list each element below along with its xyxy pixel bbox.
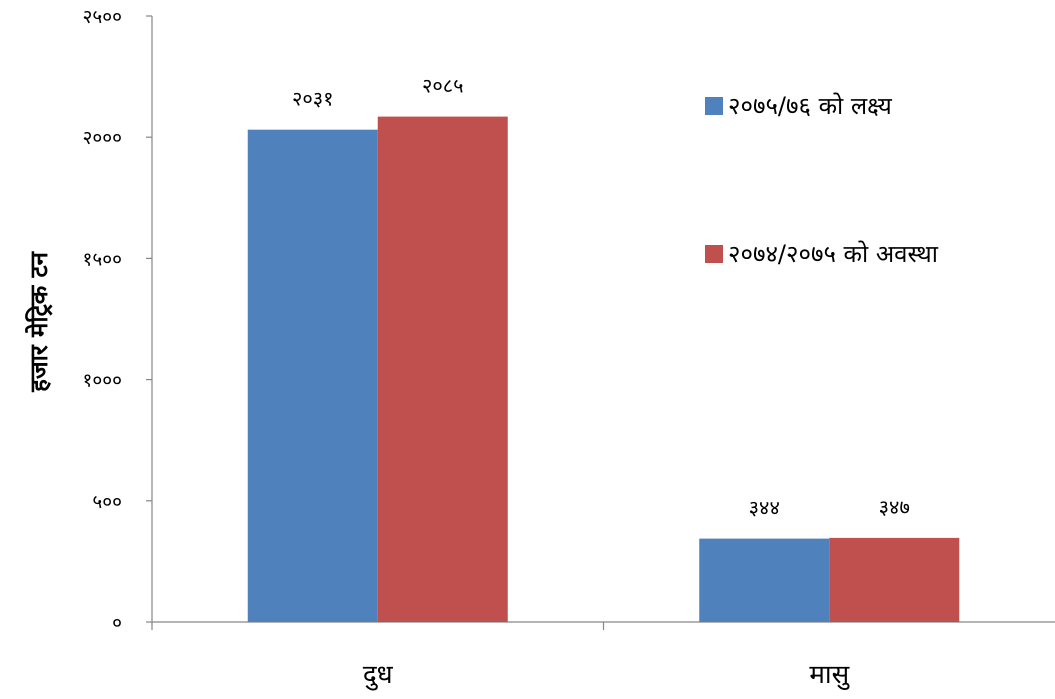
- y-tick-label: २५००: [82, 6, 122, 28]
- bar-data-label: ३४७: [879, 495, 910, 519]
- legend-entry-label: २०७४/२०७५ को अवस्था: [728, 240, 939, 268]
- legend-entry-label: २०७५/७६ को लक्ष्य: [728, 92, 893, 120]
- y-tick-label: ०: [112, 612, 122, 634]
- chart-data-labels: २०३१ २०८५ ३४४ ३४७: [292, 74, 910, 520]
- y-tick-label: ५००: [92, 491, 122, 513]
- x-category-label: मासु: [809, 660, 850, 690]
- legend-swatch: [705, 97, 723, 115]
- bar-data-label: २०८५: [422, 74, 464, 98]
- bar-0-0: [247, 129, 378, 622]
- chart-axes: ० ५०० १००० १५०० २००० २५०० दुध मासु: [82, 6, 1055, 691]
- bar-0-1: [377, 116, 508, 622]
- x-category-label: दुध: [363, 660, 394, 691]
- y-tick-label: २०००: [82, 127, 122, 149]
- bar-data-label: ३४४: [749, 496, 780, 520]
- y-tick-label: १५००: [82, 248, 122, 270]
- chart-bars: [247, 116, 960, 622]
- chart-legend: २०७५/७६ को लक्ष्य २०७४/२०७५ को अवस्था: [705, 92, 939, 268]
- bar-1-0: [699, 538, 830, 622]
- bar-1-1: [829, 537, 960, 622]
- bar-data-label: २०३१: [292, 87, 334, 111]
- legend-swatch: [705, 245, 723, 263]
- y-tick-label: १०००: [82, 370, 122, 392]
- y-axis-label: हजार मेट्रिक टन: [25, 250, 53, 392]
